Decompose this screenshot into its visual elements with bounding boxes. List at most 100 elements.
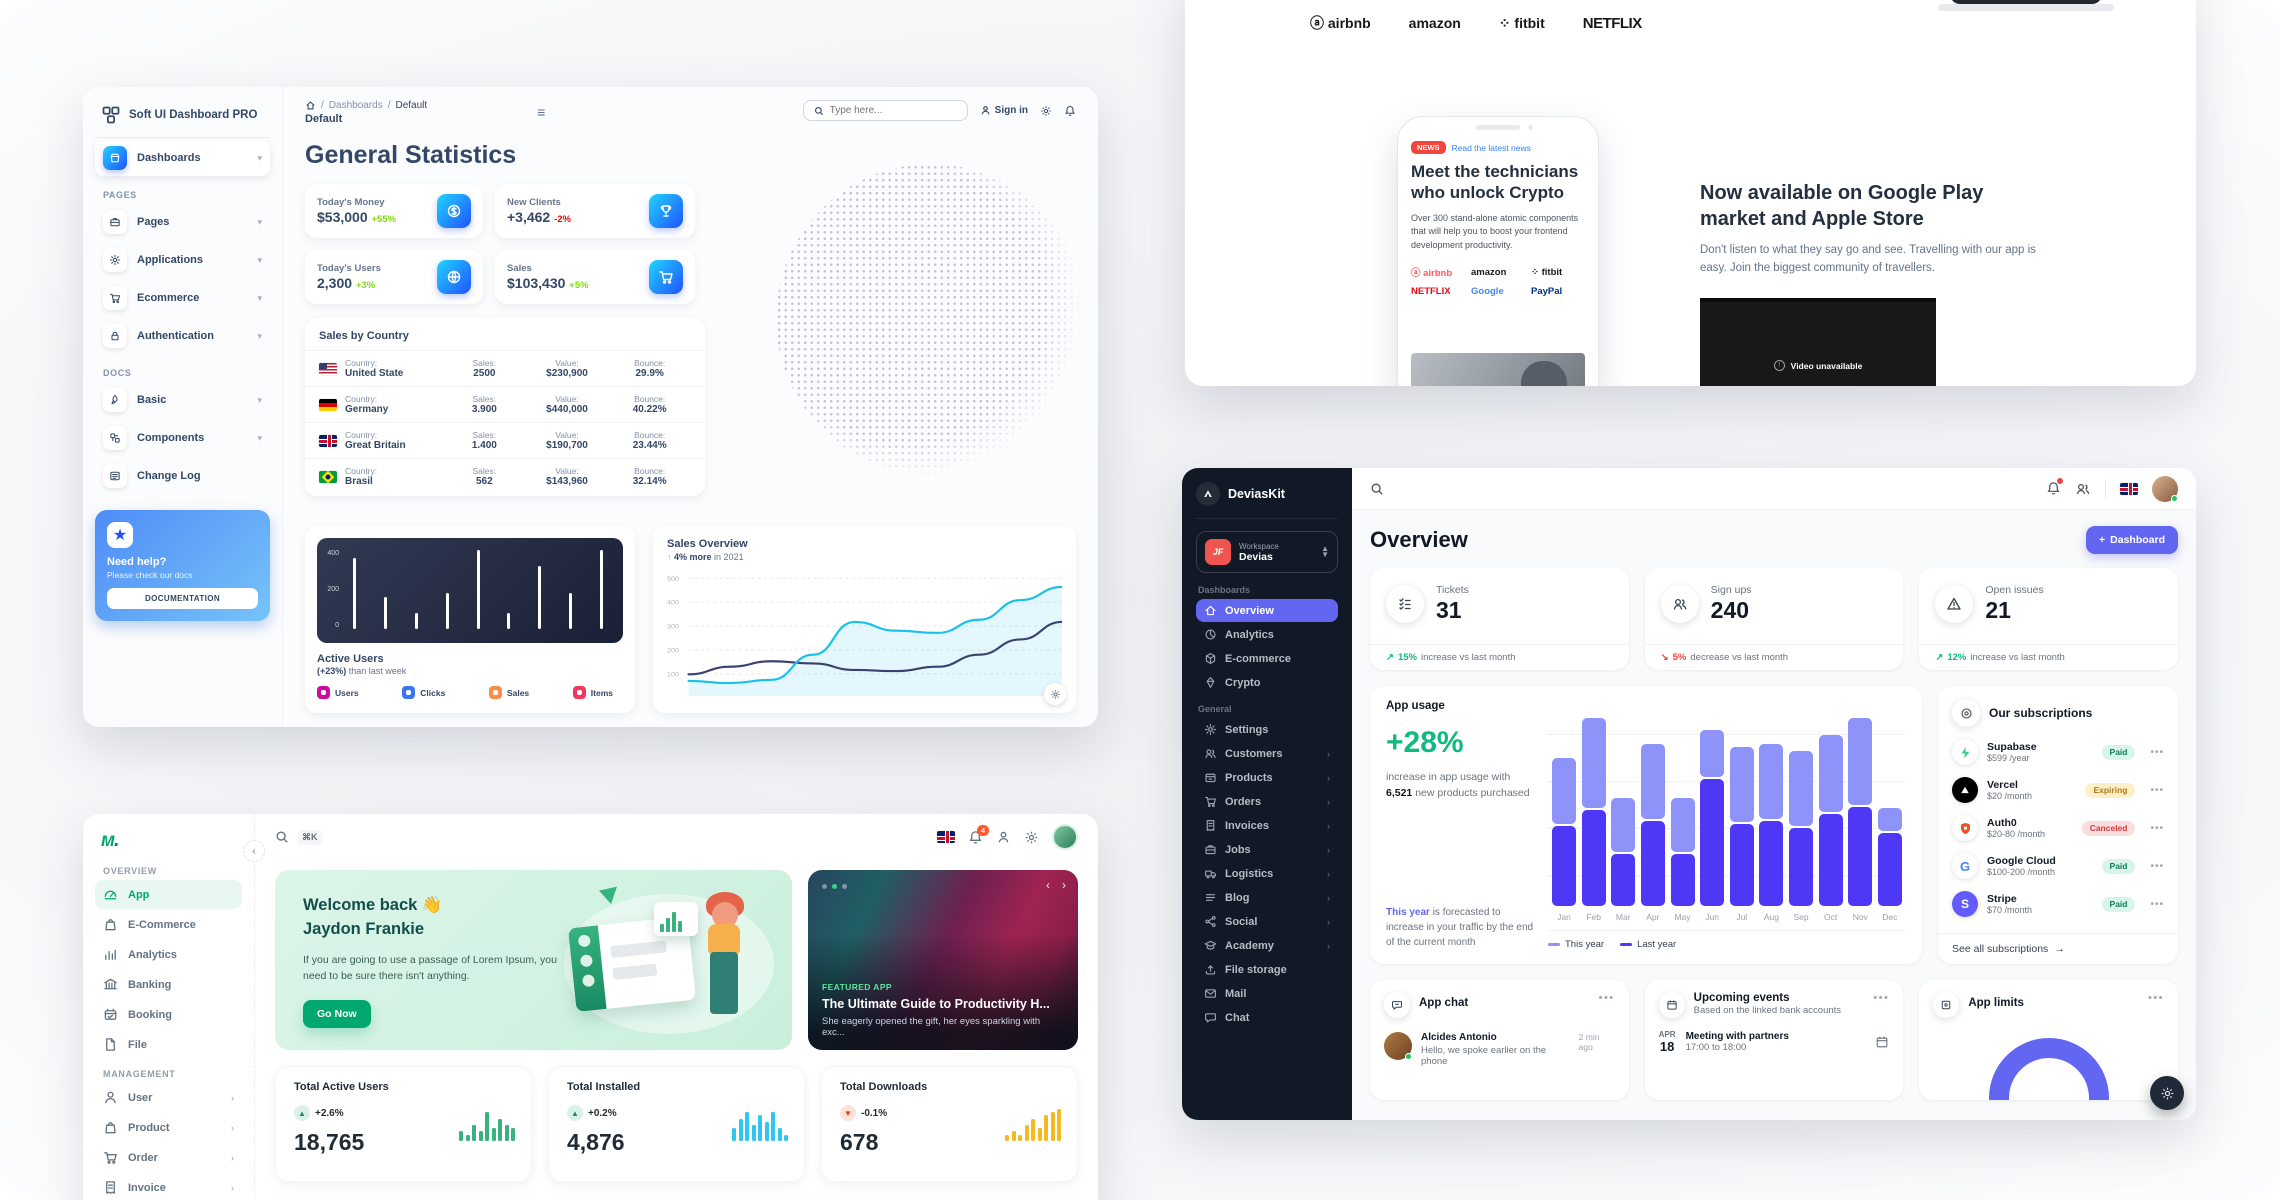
more-options-icon[interactable]: ••• bbox=[2150, 898, 2164, 910]
sidebar-item-crypto[interactable]: Crypto bbox=[1196, 671, 1338, 694]
minimal-logo[interactable]: ᴍ. bbox=[101, 830, 119, 851]
language-flag-icon[interactable] bbox=[2120, 482, 2138, 495]
sidebar-item-components[interactable]: Components ▾ bbox=[95, 420, 270, 456]
sidebar-item-analytics[interactable]: Analytics bbox=[1196, 623, 1338, 646]
search-input[interactable] bbox=[802, 100, 968, 121]
search-button[interactable]: ⌘K bbox=[275, 829, 323, 845]
kpi-card-tickets: Tickets 31 ↗ 15% increase vs last month bbox=[1370, 568, 1629, 670]
gear-icon bbox=[2161, 1087, 2173, 1099]
featured-app-card[interactable]: ‹ › FEATURED APP The Ultimate Guide to Pr… bbox=[808, 870, 1078, 1050]
sidebar-item-invoice[interactable]: Invoice › bbox=[95, 1173, 242, 1200]
more-options-icon[interactable]: ••• bbox=[2147, 992, 2165, 1004]
sidebar-item-e-commerce[interactable]: E-Commerce bbox=[95, 910, 242, 939]
workspace-selector[interactable]: JF Workspace Devias ▲ ▼ bbox=[1196, 531, 1338, 573]
sidebar-item-mail[interactable]: Mail bbox=[1196, 982, 1338, 1005]
legend-item: This year bbox=[1548, 939, 1604, 950]
featured-app-title[interactable]: The Ultimate Guide to Productivity H... bbox=[822, 997, 1050, 1011]
table-row[interactable]: Country: Brasil Sales: 562 Value: $143,960 … bbox=[305, 458, 705, 494]
sidebar-collapse-button[interactable]: ‹ bbox=[243, 840, 265, 862]
sidebar-item-settings[interactable]: Settings bbox=[1196, 718, 1338, 741]
subscription-row-supabase[interactable]: Supabase $599 /year Paid ••• bbox=[1938, 733, 2178, 771]
bell-icon[interactable] bbox=[2046, 478, 2063, 496]
sidebar-item-basic[interactable]: Basic ▾ bbox=[95, 382, 270, 418]
gear-icon[interactable] bbox=[1040, 105, 1052, 117]
bar bbox=[353, 557, 356, 629]
sidebar-item-banking[interactable]: Banking bbox=[95, 970, 242, 999]
sidebar-item-user[interactable]: User › bbox=[95, 1083, 242, 1112]
more-options-icon[interactable]: ••• bbox=[2150, 746, 2164, 758]
table-row[interactable]: Country: United State Sales: 2500 Value: $2… bbox=[305, 350, 705, 386]
sidebar-item-file[interactable]: File bbox=[95, 1030, 242, 1059]
sidebar-item-analytics[interactable]: Analytics bbox=[95, 940, 242, 969]
sidebar-item-social[interactable]: Social › bbox=[1196, 910, 1338, 933]
lock-icon bbox=[111, 331, 119, 341]
hamburger-menu-icon[interactable]: ≡ bbox=[537, 104, 546, 120]
sidebar-item-academy[interactable]: Academy › bbox=[1196, 934, 1338, 957]
chevron-down-icon: ▾ bbox=[257, 394, 262, 405]
sidebar-item-customers[interactable]: Customers › bbox=[1196, 742, 1338, 765]
table-row[interactable]: Country: Germany Sales: 3.900 Value: $440,0… bbox=[305, 386, 705, 422]
signin-button[interactable]: Sign in bbox=[980, 105, 1028, 116]
sidebar-item-order[interactable]: Order › bbox=[95, 1143, 242, 1172]
legend-item: Clicks bbox=[402, 686, 445, 699]
subscription-row-stripe[interactable]: S Stripe $70 /month Paid ••• bbox=[1938, 885, 2178, 923]
sidebar-item-applications[interactable]: Applications ▾ bbox=[95, 242, 270, 278]
sidebar-item-product[interactable]: Product › bbox=[95, 1113, 242, 1142]
sidebar-item-jobs[interactable]: Jobs › bbox=[1196, 838, 1338, 861]
chevron-left-icon[interactable]: ‹ bbox=[1046, 878, 1050, 892]
gear-icon[interactable] bbox=[1024, 830, 1039, 845]
sidebar-item-invoices[interactable]: Invoices › bbox=[1196, 814, 1338, 837]
sidebar-item-authentication[interactable]: Authentication ▾ bbox=[95, 318, 270, 354]
contacts-icon[interactable] bbox=[2075, 481, 2091, 497]
subscription-row-vercel[interactable]: Vercel $20 /month Expiring ••• bbox=[1938, 771, 2178, 809]
bell-icon[interactable]: 4 bbox=[968, 824, 989, 845]
sidebar-item-blog[interactable]: Blog › bbox=[1196, 886, 1338, 909]
sidebar-item-file-storage[interactable]: File storage bbox=[1196, 958, 1338, 981]
chat-message-row[interactable]: Alcides Antonio Hello, we spoke earlier o… bbox=[1384, 1032, 1615, 1067]
sales-overview-title: Sales Overview bbox=[667, 538, 748, 550]
file-icon bbox=[106, 1038, 115, 1051]
softui-brand[interactable]: Soft UI Dashboard PRO bbox=[95, 101, 270, 138]
more-options-icon[interactable]: ••• bbox=[2150, 784, 2164, 796]
video-player[interactable]: ! Video unavailable bbox=[1700, 298, 1936, 386]
sidebar-item-dashboards[interactable]: Dashboards ▾ bbox=[95, 140, 270, 176]
event-row[interactable]: APR 18 Meeting with partners 17:00 to 18:0… bbox=[1659, 1030, 1890, 1054]
language-flag-icon[interactable] bbox=[937, 831, 955, 843]
more-options-icon[interactable]: ••• bbox=[1598, 992, 1615, 1004]
subscription-row-auth0[interactable]: Auth0 $20-80 /month Canceled ••• bbox=[1938, 809, 2178, 847]
devias-brand[interactable]: DeviasKit bbox=[1196, 482, 1338, 519]
contacts-icon[interactable] bbox=[996, 830, 1011, 845]
sidebar-item-orders[interactable]: Orders › bbox=[1196, 790, 1338, 813]
user-avatar[interactable] bbox=[2152, 475, 2178, 502]
person-icon bbox=[105, 1091, 116, 1104]
more-options-icon[interactable]: ••• bbox=[2150, 860, 2164, 872]
settings-fab-button[interactable] bbox=[2150, 1076, 2184, 1110]
go-now-button[interactable]: Go Now bbox=[303, 1000, 371, 1029]
search-icon[interactable] bbox=[1370, 482, 1384, 496]
sidebar-item-logistics[interactable]: Logistics › bbox=[1196, 862, 1338, 885]
sidebar-item-products[interactable]: Products › bbox=[1196, 766, 1338, 789]
see-all-subscriptions-link[interactable]: See all subscriptions → bbox=[1938, 933, 2178, 964]
sidebar-item-overview[interactable]: Overview bbox=[1196, 599, 1338, 622]
breadcrumb[interactable]: / Dashboards / Default bbox=[305, 100, 427, 111]
subscription-row-google-cloud[interactable]: G Google Cloud $100-200 /month Paid ••• bbox=[1938, 847, 2178, 885]
sidebar-item-e-commerce[interactable]: E-commerce bbox=[1196, 647, 1338, 670]
more-options-icon[interactable]: ••• bbox=[2150, 822, 2164, 834]
sidebar-item-booking[interactable]: Booking bbox=[95, 1000, 242, 1029]
sidebar-item-app[interactable]: App bbox=[95, 880, 242, 909]
table-row[interactable]: Country: Great Britain Sales: 1.400 Value:… bbox=[305, 422, 705, 458]
add-dashboard-button[interactable]: + Dashboard bbox=[2086, 526, 2178, 554]
more-options-icon[interactable]: ••• bbox=[1873, 992, 1890, 1004]
read-latest-news-link[interactable]: Read the latest news bbox=[1451, 142, 1531, 153]
chart-settings-button[interactable] bbox=[1044, 683, 1066, 705]
sidebar-item-ecommerce[interactable]: Ecommerce ▾ bbox=[95, 280, 270, 316]
chevron-right-icon[interactable]: › bbox=[1062, 878, 1066, 892]
sidebar-item-change-log[interactable]: Change Log bbox=[95, 458, 270, 494]
user-avatar[interactable] bbox=[1052, 824, 1078, 850]
sidebar-item-chat[interactable]: Chat bbox=[1196, 1006, 1338, 1029]
stat-card-total-installed: Total Installed ▲ +0.2% 4,876 bbox=[548, 1066, 805, 1182]
sidebar-item-pages[interactable]: Pages ▾ bbox=[95, 204, 270, 240]
bell-icon[interactable] bbox=[1064, 105, 1076, 117]
carousel-dots[interactable] bbox=[822, 884, 847, 889]
documentation-button[interactable]: DOCUMENTATION bbox=[107, 588, 258, 609]
